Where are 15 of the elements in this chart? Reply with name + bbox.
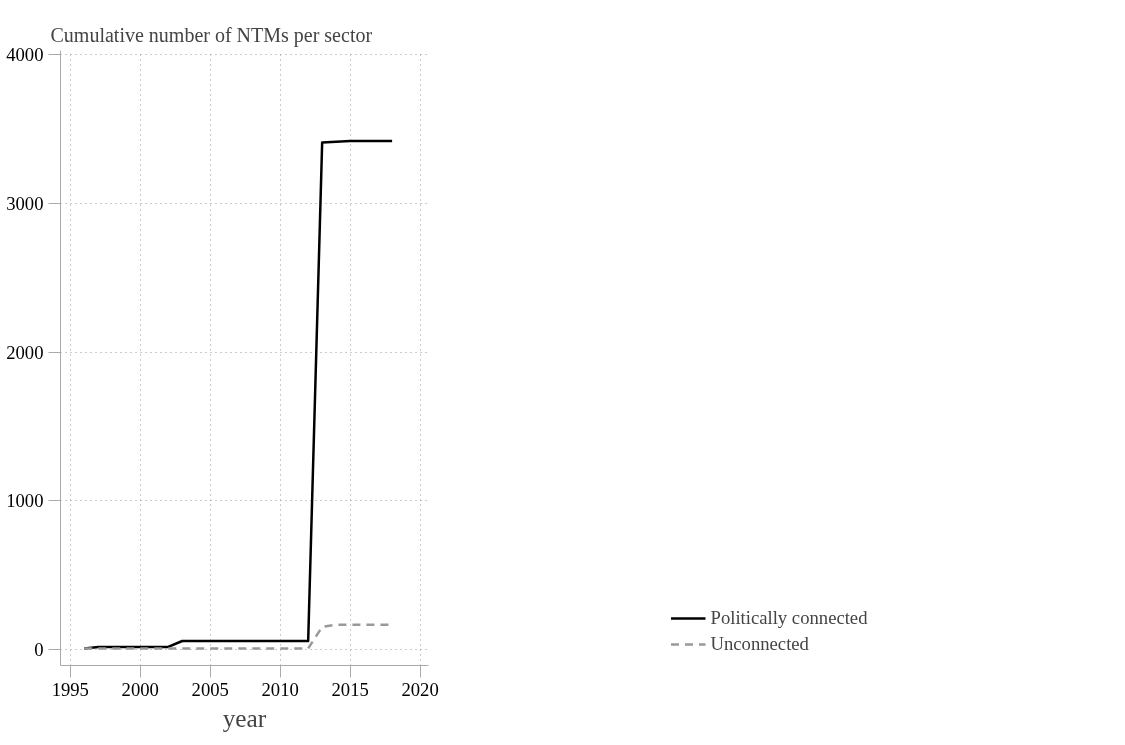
x-tick-label: 2005 (191, 678, 229, 700)
y-tick-label: 1000 (6, 490, 44, 512)
x-tick-label: 2010 (261, 678, 299, 700)
y-tick-label: 2000 (6, 341, 44, 363)
y-tick-label: 3000 (6, 193, 44, 215)
y-tick-label: 0 (34, 638, 44, 660)
x-axis-title: year (222, 703, 267, 732)
x-tick-label: 1995 (51, 678, 89, 700)
x-tick-label: 2015 (331, 678, 369, 700)
y-tick-label: 4000 (6, 44, 44, 66)
legend-label: Politically connected (710, 607, 868, 629)
x-tick-label: 2020 (401, 678, 439, 700)
chart-title: Cumulative number of NTMs per sector (50, 23, 373, 47)
x-tick-label: 2000 (121, 678, 159, 700)
legend-label: Unconnected (710, 633, 809, 655)
